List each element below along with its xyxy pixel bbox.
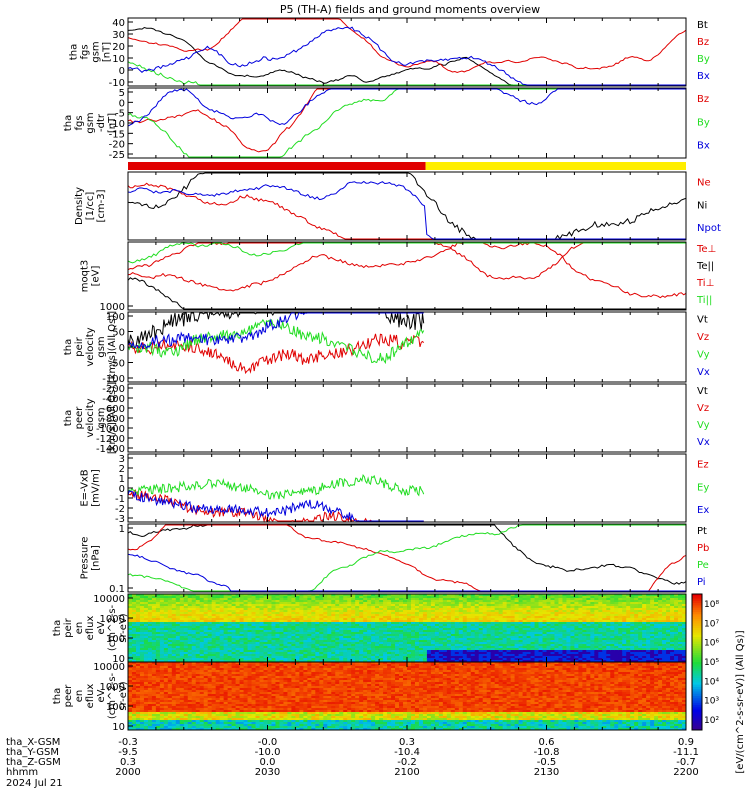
fgs_gsm-series-Bt <box>128 28 686 86</box>
peir_velocity-ytick-label: -50 <box>109 359 125 370</box>
efield-legend-Ez: Ez <box>697 460 709 471</box>
pressure-legend-Pe: Pe <box>697 560 709 571</box>
density-series-Npot <box>128 182 686 240</box>
density-series-Ni <box>128 173 686 239</box>
panel-density: Density[1/cc][cm-3] Ne Ni Npot <box>74 172 721 240</box>
fgs_gsm-ytick-label: 0 <box>119 66 125 77</box>
pressure-ytick-label: 1 <box>119 524 125 535</box>
panel-peir_velocity: thapeirvelocitygsm[km/s](All Qs)]100500-… <box>63 311 710 385</box>
fgs_gsm_detrend-frame <box>128 88 686 158</box>
pressure-legend-Pb: Pb <box>697 543 709 554</box>
plot-title: P5 (TH-A) fields and ground moments over… <box>280 3 540 16</box>
fgs_gsm-series-Bx <box>128 27 686 85</box>
mode-bar-segment <box>128 162 426 170</box>
fgs_gsm_detrend-series-Bz <box>128 89 686 152</box>
density-legend-Ni: Ni <box>697 200 707 211</box>
peir_velocity-legend-Vt: Vt <box>697 315 708 326</box>
fgs_gsm-ytick-label: 30 <box>112 30 125 41</box>
temperature-legend-Te⊥: Te⊥ <box>696 244 716 255</box>
peir_velocity-ytick-label: 100 <box>106 312 125 323</box>
fgs_gsm-ytick-label: 20 <box>112 42 125 53</box>
efield-legend-Ex: Ex <box>697 505 709 516</box>
temperature-frame <box>128 242 686 310</box>
panel-peir_spec: thapeirenefluxeV(cm^2-s-sr-eV)1000010001… <box>52 594 687 665</box>
peir_velocity-ytick-label: 50 <box>112 328 125 339</box>
pressure-legend-Pt: Pt <box>697 526 707 537</box>
temperature-ylabel: moqt3[eV] <box>80 260 102 293</box>
fgs_gsm-frame <box>128 18 686 86</box>
fgs_gsm-legend-Bz: Bz <box>697 37 709 48</box>
temperature-legend-Te||: Te|| <box>696 261 714 272</box>
fgs_gsm-ylabel: thafgsgsm[nT] <box>69 41 113 62</box>
density-series-Ne <box>128 183 686 239</box>
peer_velocity-legend-Vt: Vt <box>697 386 708 397</box>
pressure-series-Pt <box>128 525 686 584</box>
density-legend-Ne: Ne <box>697 178 711 189</box>
peir_velocity-legend-Vx: Vx <box>697 367 710 378</box>
pressure-ylabel: Pressure[nPa] <box>80 537 102 580</box>
fgs_gsm_detrend-ytick-label: -25 <box>109 150 125 161</box>
pressure-legend-Pi: Pi <box>697 577 706 588</box>
temperature-legend-Ti⊥: Ti⊥ <box>696 278 714 289</box>
fgs_gsm-ytick-label: 10 <box>112 54 125 65</box>
pressure-series-Pi <box>128 554 686 591</box>
fgs_gsm-legend-By: By <box>697 54 710 65</box>
fgs_gsm_detrend-series-Bx <box>128 89 686 126</box>
temperature-legend-Ti||: Ti|| <box>696 295 712 306</box>
fgs_gsm_detrend-legend-Bx: Bx <box>697 141 710 152</box>
efield-legend-Ey: Ey <box>697 482 709 493</box>
peer_velocity-frame <box>128 384 686 452</box>
temperature-series-Te⊥ <box>128 243 686 279</box>
peer_velocity-legend-Vy: Vy <box>697 420 710 431</box>
pressure-series-Pe <box>128 525 686 591</box>
efield-series-Ey <box>128 475 424 499</box>
fgs_gsm-legend-Bt: Bt <box>697 20 708 31</box>
mode-bar-segment <box>426 162 686 170</box>
pressure-series-Pb <box>128 525 686 591</box>
efield-ylabel: E=-VxB[mV/m] <box>80 469 102 507</box>
temperature-series-Ti⊥ <box>128 243 686 298</box>
density-legend-Npot: Npot <box>697 223 721 234</box>
peir_velocity-ytick-label: 0 <box>119 343 125 354</box>
density-frame <box>128 172 686 240</box>
peir_velocity-legend-Vz: Vz <box>697 332 709 343</box>
density-ylabel: Density[1/cc][cm-3] <box>74 187 107 225</box>
peer_velocity-legend-Vx: Vx <box>697 437 710 448</box>
fgs_gsm_detrend-series-By <box>128 89 686 157</box>
fgs_gsm_detrend-legend-Bz: Bz <box>697 94 709 105</box>
fgs_gsm_detrend-legend-By: By <box>697 117 710 128</box>
fgs_gsm-legend-Bx: Bx <box>697 71 710 82</box>
peir_velocity-legend-Vy: Vy <box>697 350 710 361</box>
temperature-series-Te|| <box>128 278 686 309</box>
panel-peer_velocity: thapeervelocitygsm[km/s](All Qs)]-200-40… <box>63 382 710 455</box>
panel-mode_bar <box>128 162 686 170</box>
fgs_gsm-ytick-label: 40 <box>112 18 125 29</box>
peer_velocity-legend-Vz: Vz <box>697 403 709 414</box>
